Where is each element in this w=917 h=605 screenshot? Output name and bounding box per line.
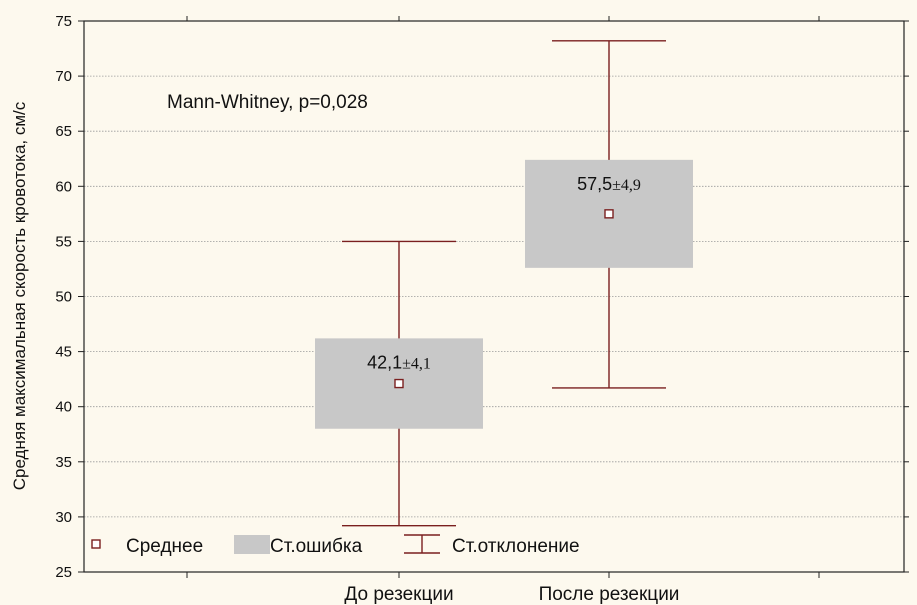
mean-marker-1 <box>604 209 614 219</box>
value-label-1: 57,5±4,9 <box>577 174 641 194</box>
value-label-error-1: ±4,9 <box>612 177 641 194</box>
y-tick-label-55: 55 <box>55 233 72 250</box>
legend-label-sd: Ст.отклонение <box>452 536 580 557</box>
legend-label-se: Ст.ошибка <box>270 536 363 557</box>
value-label-mean-0: 42,1 <box>367 352 402 372</box>
y-tick-label-70: 70 <box>55 68 72 85</box>
y-tick-label-75: 75 <box>55 13 72 30</box>
series: 42,1±4,1 57,5±4,9 <box>315 40 693 527</box>
value-label-error-0: ±4,1 <box>402 355 431 372</box>
legend-se-swatch <box>234 535 270 554</box>
box-1: 57,5±4,9 <box>525 40 693 389</box>
y-axis-title: Средняя максимальная скорость кровотока,… <box>10 101 29 490</box>
value-label-mean-1: 57,5 <box>577 174 612 194</box>
value-label-0: 42,1±4,1 <box>367 352 431 372</box>
legend: Среднее Ст.ошибка Ст.отклонение <box>91 534 580 557</box>
box-0: 42,1±4,1 <box>315 240 483 527</box>
legend-label-mean: Среднее <box>126 536 203 557</box>
y-tick-label-25: 25 <box>55 564 72 581</box>
legend-sd-whisker <box>404 534 440 554</box>
y-tick-label-65: 65 <box>55 123 72 140</box>
axes: 25 30 35 40 45 50 55 60 65 70 75 До резекции После р… <box>55 13 909 605</box>
y-tick-label-60: 60 <box>55 178 72 195</box>
y-tick-label-45: 45 <box>55 344 72 361</box>
y-tick-label-30: 30 <box>55 509 72 526</box>
x-category-label-1: После резекции <box>539 584 680 605</box>
annotation-mann-whitney: Mann-Whitney, p=0,028 <box>167 92 368 113</box>
y-tick-label-50: 50 <box>55 289 72 306</box>
x-category-label-0: До резекции <box>344 584 453 605</box>
mean-marker-0 <box>394 378 404 389</box>
legend-mean-marker <box>91 539 101 549</box>
y-tick-label-40: 40 <box>55 399 72 416</box>
y-tick-label-35: 35 <box>55 454 72 471</box>
grid-lines <box>84 75 904 518</box>
